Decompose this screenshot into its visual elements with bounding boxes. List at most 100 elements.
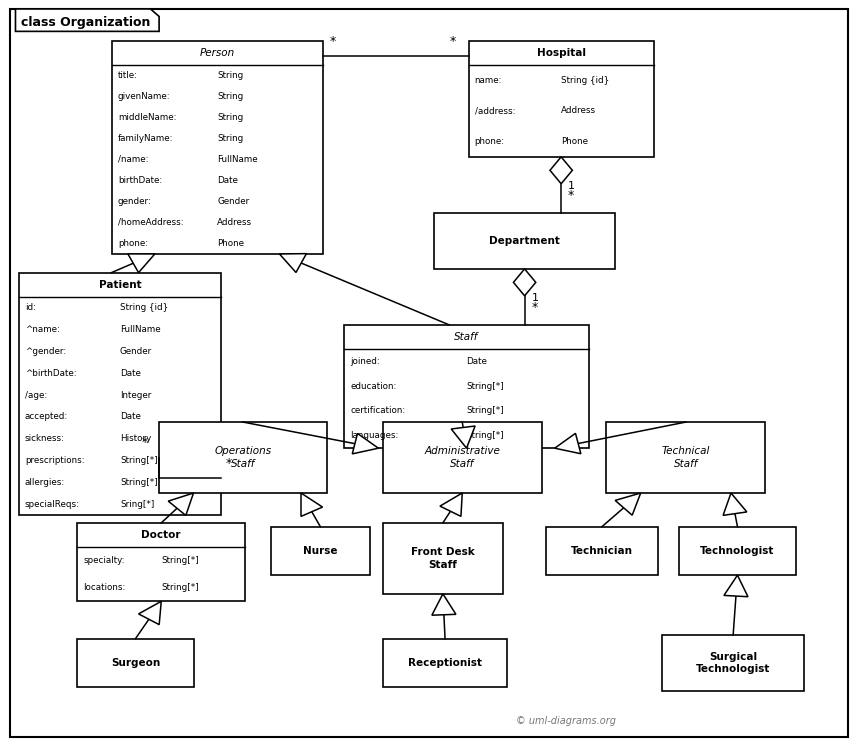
Text: class Organization: class Organization xyxy=(22,16,150,29)
Text: ^gender:: ^gender: xyxy=(25,347,66,356)
Text: id:: id: xyxy=(25,303,36,312)
Text: 1: 1 xyxy=(531,293,538,303)
Text: Date: Date xyxy=(120,369,141,378)
Text: Technical
Staff: Technical Staff xyxy=(661,447,710,468)
Polygon shape xyxy=(440,493,463,516)
Polygon shape xyxy=(15,9,159,31)
Text: String[*]: String[*] xyxy=(120,456,157,465)
Polygon shape xyxy=(169,493,194,515)
Text: accepted:: accepted: xyxy=(25,412,68,421)
Text: /age:: /age: xyxy=(25,391,47,400)
Text: String: String xyxy=(217,71,243,80)
Text: birthDate:: birthDate: xyxy=(118,176,162,185)
Text: *: * xyxy=(142,436,148,450)
Text: String[*]: String[*] xyxy=(466,406,504,415)
Text: FullName: FullName xyxy=(217,155,258,164)
FancyBboxPatch shape xyxy=(10,9,848,737)
Text: Technologist: Technologist xyxy=(700,546,775,556)
Polygon shape xyxy=(138,601,162,624)
Text: Date: Date xyxy=(466,357,488,366)
FancyBboxPatch shape xyxy=(546,527,658,575)
Polygon shape xyxy=(452,426,475,448)
Text: Person: Person xyxy=(200,48,235,58)
Polygon shape xyxy=(353,433,378,454)
Text: Technician: Technician xyxy=(571,546,633,556)
Text: String[*]: String[*] xyxy=(466,431,504,440)
Text: /name:: /name: xyxy=(118,155,148,164)
Polygon shape xyxy=(301,493,322,516)
Text: phone:: phone: xyxy=(118,239,148,248)
Text: Department: Department xyxy=(489,236,560,246)
Text: Administrative
Staff: Administrative Staff xyxy=(424,447,501,468)
Text: locations:: locations: xyxy=(83,583,126,592)
Text: Nurse: Nurse xyxy=(303,546,338,556)
Text: /homeAddress:: /homeAddress: xyxy=(118,218,183,227)
Text: String: String xyxy=(217,92,243,101)
Text: ^birthDate:: ^birthDate: xyxy=(25,369,77,378)
FancyBboxPatch shape xyxy=(469,41,654,157)
Text: Integer: Integer xyxy=(120,391,151,400)
FancyBboxPatch shape xyxy=(19,273,221,515)
Polygon shape xyxy=(615,493,641,515)
Polygon shape xyxy=(550,157,573,184)
Polygon shape xyxy=(128,254,155,273)
FancyBboxPatch shape xyxy=(112,41,322,254)
Text: languages:: languages: xyxy=(350,431,398,440)
Polygon shape xyxy=(513,269,536,296)
FancyBboxPatch shape xyxy=(434,213,615,269)
Text: String: String xyxy=(217,134,243,143)
Text: *: * xyxy=(568,190,574,202)
Polygon shape xyxy=(432,594,456,616)
Text: Hospital: Hospital xyxy=(537,48,586,58)
FancyBboxPatch shape xyxy=(271,527,370,575)
Text: Gender: Gender xyxy=(217,197,249,206)
Text: Date: Date xyxy=(217,176,238,185)
Text: middleName:: middleName: xyxy=(118,113,176,122)
Text: Operations
Staff: Operations Staff xyxy=(214,447,272,468)
Text: title:: title: xyxy=(118,71,138,80)
Text: String: String xyxy=(217,113,243,122)
FancyBboxPatch shape xyxy=(679,527,796,575)
Polygon shape xyxy=(555,433,581,453)
Text: Phone: Phone xyxy=(562,137,588,146)
Text: *: * xyxy=(450,35,456,48)
Text: *: * xyxy=(329,35,335,48)
FancyBboxPatch shape xyxy=(77,639,194,687)
FancyBboxPatch shape xyxy=(383,639,507,687)
Text: String[*]: String[*] xyxy=(466,382,504,391)
Text: allergies:: allergies: xyxy=(25,478,65,487)
Text: Phone: Phone xyxy=(217,239,244,248)
FancyBboxPatch shape xyxy=(77,523,245,601)
FancyBboxPatch shape xyxy=(383,523,503,594)
Polygon shape xyxy=(280,254,306,273)
Text: FullName: FullName xyxy=(120,325,161,334)
Text: Gender: Gender xyxy=(120,347,152,356)
Text: String[*]: String[*] xyxy=(162,556,199,565)
Text: Receptionist: Receptionist xyxy=(408,658,482,668)
Polygon shape xyxy=(724,575,748,597)
Text: 1: 1 xyxy=(568,181,575,191)
Text: ^name:: ^name: xyxy=(25,325,60,334)
Text: Surgical
Technologist: Surgical Technologist xyxy=(696,652,771,674)
Text: givenName:: givenName: xyxy=(118,92,170,101)
Text: Date: Date xyxy=(120,412,141,421)
Text: certification:: certification: xyxy=(350,406,405,415)
Text: Address: Address xyxy=(217,218,252,227)
Text: name:: name: xyxy=(475,75,502,85)
Text: Doctor: Doctor xyxy=(142,530,181,540)
Text: specialReqs:: specialReqs: xyxy=(25,500,80,509)
FancyBboxPatch shape xyxy=(344,325,589,448)
Text: familyName:: familyName: xyxy=(118,134,174,143)
Text: phone:: phone: xyxy=(475,137,505,146)
Text: String[*]: String[*] xyxy=(120,478,157,487)
Text: gender:: gender: xyxy=(118,197,151,206)
Text: *: * xyxy=(531,302,538,314)
FancyBboxPatch shape xyxy=(383,422,542,493)
Text: String {id}: String {id} xyxy=(562,75,610,85)
Text: *: * xyxy=(225,457,231,470)
Text: education:: education: xyxy=(350,382,396,391)
Text: Staff: Staff xyxy=(454,332,479,342)
Text: /address:: /address: xyxy=(475,106,515,116)
Text: prescriptions:: prescriptions: xyxy=(25,456,84,465)
FancyBboxPatch shape xyxy=(606,422,765,493)
